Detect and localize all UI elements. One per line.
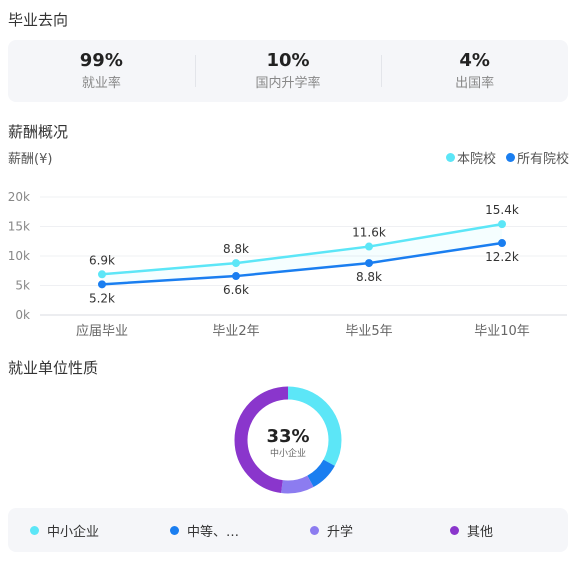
stat-label: 出国率 <box>455 76 495 91</box>
data-point <box>232 272 240 281</box>
legend-item-other[interactable]: 其他 <box>428 521 568 540</box>
y-tick-label: 5k <box>15 279 30 293</box>
legend-item-this-school[interactable]: 本院校 <box>445 148 496 167</box>
stat-label: 国内升学率 <box>255 76 321 91</box>
legend-label: 本院校 <box>456 152 496 167</box>
data-label: 6.9k <box>89 253 115 267</box>
data-label: 5.2k <box>89 291 115 305</box>
salary-line-chart: 0k 5k 10k 15k 20k 应届毕业 毕业2年 毕业5年 毕业10年 6.9k 8.8k 11… <box>8 190 567 339</box>
legend-label: 中等、… <box>187 524 240 540</box>
y-tick-label: 20k <box>8 190 30 204</box>
data-label: 11.6k <box>352 226 386 240</box>
nature-title: 就业单位性质 <box>8 359 99 377</box>
donut-legend: 中小企业 中等、… 升学 其他 <box>8 508 568 552</box>
data-point <box>365 259 373 268</box>
legend-dot <box>170 525 179 535</box>
employer-nature-donut-chart: 33%中小企业 <box>234 386 342 494</box>
data-point <box>98 270 106 279</box>
y-tick-label: 15k <box>8 220 30 234</box>
series-line-this-school <box>101 222 503 276</box>
legend-item-medium[interactable]: 中等、… <box>148 521 288 540</box>
destination-title: 毕业去向 <box>8 11 69 29</box>
legend-dot <box>445 153 455 162</box>
legend-dot <box>30 525 39 535</box>
data-label: 15.4k <box>485 203 519 217</box>
legend-dot <box>310 525 319 535</box>
salary-title: 薪酬概况 <box>8 123 69 141</box>
data-label: 8.8k <box>356 270 382 284</box>
donut-slice <box>234 386 342 494</box>
legend-item-further-study[interactable]: 升学 <box>288 521 428 540</box>
legend-dot <box>505 153 515 162</box>
data-label: 8.8k <box>223 242 249 256</box>
stat-value: 10% <box>266 50 310 71</box>
stat-value: 99% <box>79 50 123 71</box>
legend-item-all-schools[interactable]: 所有院校 <box>505 148 569 167</box>
series-line-all-schools <box>101 241 503 286</box>
x-tick-label: 毕业10年 <box>474 324 530 339</box>
y-tick-label: 10k <box>8 249 30 263</box>
legend-label: 所有院校 <box>516 152 569 167</box>
donut-center-value: 33% <box>266 426 309 447</box>
legend-label: 中小企业 <box>47 524 100 540</box>
salary-legend: 本院校 所有院校 <box>445 148 569 167</box>
stat-label: 就业率 <box>81 76 121 91</box>
series-area <box>102 224 502 285</box>
x-tick-label: 毕业2年 <box>212 324 259 339</box>
data-label: 6.6k <box>223 283 249 297</box>
donut-slice <box>234 386 342 494</box>
stat-employment-rate: 99% 就业率 <box>8 49 195 93</box>
data-point <box>365 242 373 251</box>
stat-value: 4% <box>459 50 490 71</box>
data-point <box>98 280 106 289</box>
data-point <box>232 259 240 268</box>
legend-label: 升学 <box>327 524 354 540</box>
stat-abroad-rate: 4% 出国率 <box>381 49 568 93</box>
y-tick-label: 0k <box>15 308 30 322</box>
legend-label: 其他 <box>467 524 494 540</box>
donut-center-label: 中小企业 <box>270 447 306 459</box>
stat-domestic-study-rate: 10% 国内升学率 <box>194 49 382 93</box>
x-tick-label: 应届毕业 <box>76 323 128 339</box>
data-point <box>498 220 506 229</box>
x-tick-label: 毕业5年 <box>345 324 392 339</box>
salary-axis-label: 薪酬(¥) <box>8 152 53 167</box>
data-point <box>498 239 506 248</box>
data-label: 12.2k <box>485 250 519 264</box>
legend-item-sme[interactable]: 中小企业 <box>8 521 148 540</box>
stats-panel: 99% 就业率 10% 国内升学率 4% 出国率 <box>8 40 568 102</box>
legend-dot <box>450 525 459 535</box>
